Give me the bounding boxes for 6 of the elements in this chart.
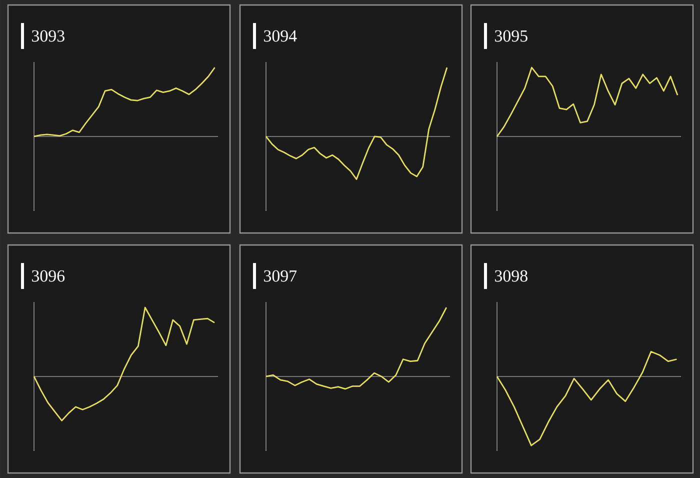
chart-title: 3098 (495, 270, 528, 282)
chart-title: 3097 (264, 270, 297, 282)
chart-title: 3093 (32, 30, 64, 42)
chart-title: 3094 (264, 30, 297, 42)
chart-title: 3095 (495, 30, 528, 42)
chart-title: 3096 (32, 270, 65, 282)
